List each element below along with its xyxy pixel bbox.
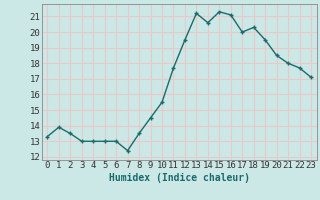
X-axis label: Humidex (Indice chaleur): Humidex (Indice chaleur) [109, 173, 250, 183]
